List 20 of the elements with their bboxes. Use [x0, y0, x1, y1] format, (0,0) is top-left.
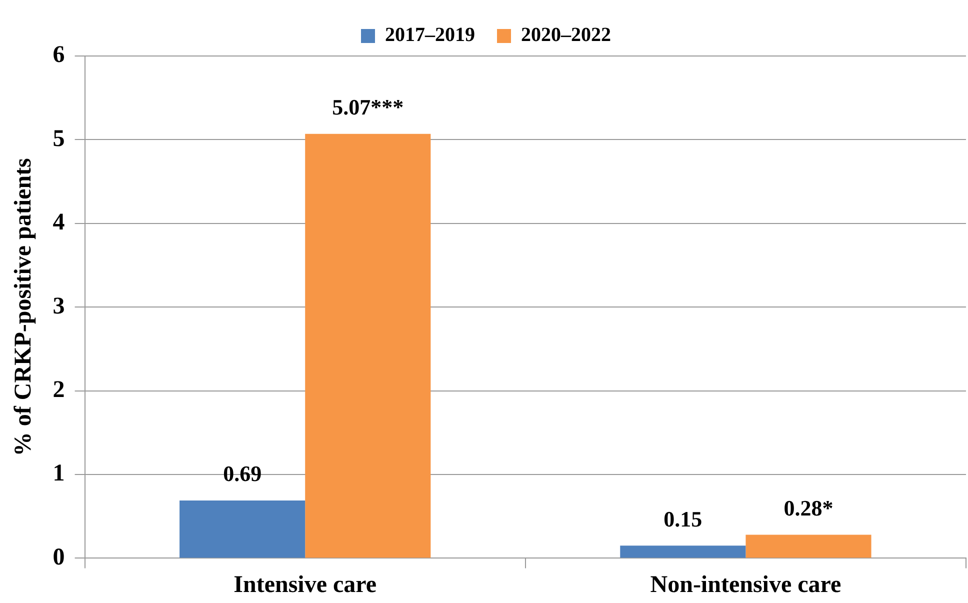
- y-tick-label: 4: [52, 210, 65, 236]
- bar: [620, 546, 746, 558]
- x-tick-label: Non-intensive care: [650, 572, 842, 598]
- data-label: 5.07***: [332, 94, 404, 120]
- y-tick-label: 2: [52, 377, 65, 404]
- y-tick-label: 3: [52, 293, 65, 320]
- bar: [746, 534, 872, 558]
- data-label: 0.28*: [784, 495, 834, 520]
- y-tick-label: 6: [52, 42, 65, 68]
- y-axis-title: % of CRKP-positive patients: [10, 158, 37, 456]
- bar: [180, 500, 306, 558]
- x-tick-label: Intensive care: [234, 572, 377, 598]
- bar: [305, 134, 431, 558]
- data-label: 0.15: [664, 506, 702, 532]
- y-tick-label: 1: [52, 460, 65, 487]
- legend-label: 2020–2022: [521, 24, 611, 46]
- legend-label: 2017–2019: [385, 24, 475, 46]
- y-tick-label: 0: [52, 544, 65, 570]
- data-label: 0.69: [223, 461, 262, 486]
- y-tick-label: 5: [52, 126, 65, 152]
